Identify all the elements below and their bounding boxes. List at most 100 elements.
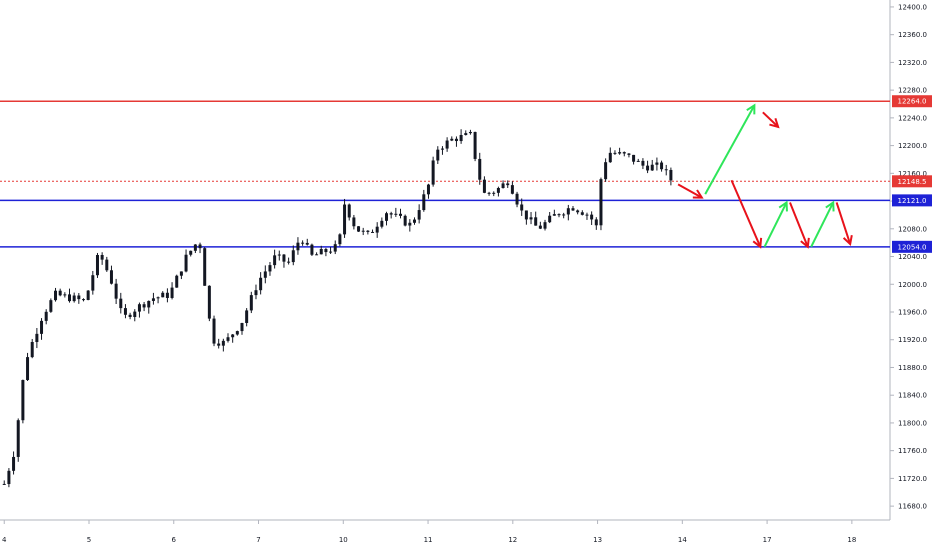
candle-body xyxy=(664,169,668,171)
candle-body xyxy=(161,292,165,298)
forecast-arrow-down-5[interactable] xyxy=(835,202,852,245)
y-tick-label: 12400.0 xyxy=(898,3,927,11)
candle-body xyxy=(538,225,542,229)
y-tick-label: 11800.0 xyxy=(898,419,927,427)
candle-body xyxy=(622,152,626,154)
candle-body xyxy=(184,254,188,272)
forecast-arrow-down-2[interactable] xyxy=(762,111,779,128)
y-tick-label: 11880.0 xyxy=(898,364,927,372)
candle-body xyxy=(613,152,617,154)
forecast-arrow-up-3[interactable] xyxy=(810,202,835,248)
support-upper-label-box xyxy=(892,194,932,207)
candle-body xyxy=(468,131,472,134)
forecast-arrow-up-1[interactable] xyxy=(704,104,756,195)
candle-body xyxy=(394,213,398,215)
candle-body xyxy=(240,322,244,332)
candle-body xyxy=(226,337,230,341)
candle-body xyxy=(440,148,444,150)
last-price-label: 12148.5 xyxy=(898,178,927,186)
candle-body xyxy=(268,265,272,272)
forecast-arrow-down-4-head xyxy=(800,237,810,249)
candle-body xyxy=(333,244,337,252)
forecast-arrow-down-1[interactable] xyxy=(677,183,703,199)
y-tick-label: 11840.0 xyxy=(898,392,927,400)
candle-body xyxy=(371,231,375,233)
forecast-arrows-layer[interactable] xyxy=(677,103,853,249)
forecast-arrow-down-1-head xyxy=(692,189,704,199)
candle-body xyxy=(319,249,323,255)
candle-body xyxy=(245,310,249,323)
y-tick-label: 11920.0 xyxy=(898,336,927,344)
candle-body xyxy=(109,270,113,284)
x-tick-label: 7 xyxy=(256,536,260,544)
candle-body xyxy=(422,194,426,211)
candle-body xyxy=(473,131,477,159)
candle-body xyxy=(310,244,314,255)
candle-body xyxy=(650,164,654,171)
support-upper-label: 12121.0 xyxy=(898,197,927,205)
candle-body xyxy=(95,254,99,276)
candle-body xyxy=(487,192,491,194)
forecast-arrow-down-2-head xyxy=(769,118,780,129)
candle-body xyxy=(324,249,328,253)
candle-body xyxy=(399,213,402,216)
candle-body xyxy=(520,204,524,211)
candle-body xyxy=(426,184,430,195)
resistance-label: 12264.0 xyxy=(898,98,927,106)
candle-body xyxy=(375,226,379,233)
candle-body xyxy=(231,334,235,338)
candle-body xyxy=(287,261,291,263)
forecast-arrow-down-4[interactable] xyxy=(789,202,809,248)
candle-body xyxy=(338,234,342,245)
candle-body xyxy=(571,208,575,211)
candle-body xyxy=(464,133,468,135)
candle-body xyxy=(235,331,239,335)
y-tick-label: 12200.0 xyxy=(898,142,927,150)
candle-body xyxy=(86,290,90,300)
y-tick-label: 12080.0 xyxy=(898,225,927,233)
candle-body xyxy=(459,134,463,142)
forecast-arrow-up-2[interactable] xyxy=(763,202,788,248)
x-tick-label: 11 xyxy=(424,536,433,544)
candle-body xyxy=(632,154,636,162)
candle-body xyxy=(58,290,62,296)
candle-body xyxy=(594,219,598,226)
y-tick-label: 12360.0 xyxy=(898,31,927,39)
candle-body xyxy=(608,152,612,163)
candle-body xyxy=(347,204,351,218)
y-tick-label: 11760.0 xyxy=(898,447,927,455)
candle-body xyxy=(189,250,193,255)
level-labels-layer: 12264.0 12148.5 12121.0 12054.0 xyxy=(892,95,932,253)
x-tick-label: 14 xyxy=(678,536,687,544)
horizontal-levels-layer[interactable] xyxy=(0,100,890,248)
y-tick-label: 11720.0 xyxy=(898,475,927,483)
candle-body xyxy=(496,188,500,193)
candle-body xyxy=(249,295,253,311)
y-tick-label: 11960.0 xyxy=(898,309,927,317)
candle-body xyxy=(590,214,594,220)
y-tick-label: 12160.0 xyxy=(898,170,927,178)
candle-body xyxy=(352,217,356,227)
candle-body xyxy=(478,158,482,180)
candle-body xyxy=(385,213,389,221)
candle-body xyxy=(72,295,76,302)
candle-body xyxy=(259,277,263,291)
candle-body xyxy=(510,185,514,194)
candle-body xyxy=(193,244,197,251)
candle-body xyxy=(105,259,109,271)
candle-body xyxy=(114,283,118,299)
candle-body xyxy=(40,320,44,334)
candle-body xyxy=(54,290,58,301)
forecast-arrow-down-3[interactable] xyxy=(730,179,762,248)
candle-body xyxy=(646,165,650,171)
candle-body xyxy=(30,342,34,358)
candle-body xyxy=(156,297,160,299)
candle-body xyxy=(501,183,505,189)
candle-body xyxy=(263,271,267,278)
candle-body xyxy=(291,250,295,263)
candle-body xyxy=(2,483,6,485)
candle-body xyxy=(524,210,528,220)
candle-body xyxy=(604,162,608,180)
y-tick-label: 12000.0 xyxy=(898,281,927,289)
